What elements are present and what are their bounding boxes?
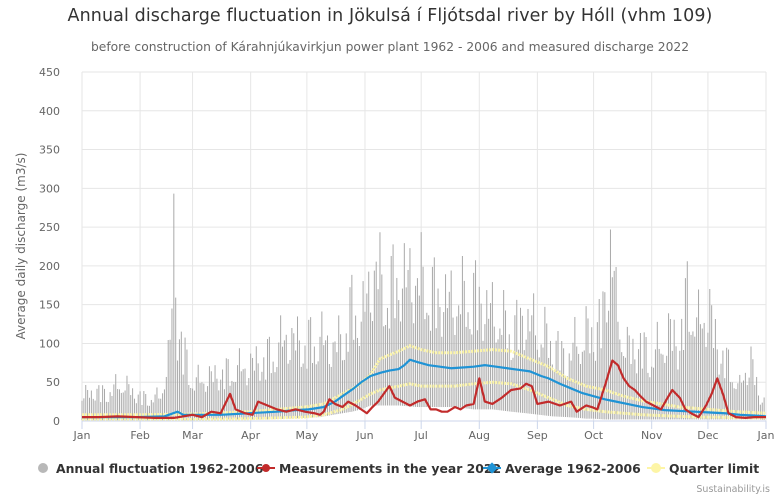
- y-tick-label: 400: [39, 105, 60, 118]
- legend-label: Measurements in the year 2022: [279, 460, 502, 476]
- x-tick-label: Mar: [182, 429, 203, 442]
- legend-item-quarter-limit[interactable]: Quarter limit: [647, 459, 759, 477]
- legend-item-average[interactable]: Average 1962-2006: [483, 459, 641, 477]
- y-tick-label: 150: [39, 299, 60, 312]
- x-tick-label: Sep: [527, 429, 548, 442]
- chart-title: Annual discharge fluctuation in Jökulsá …: [67, 6, 713, 26]
- legend: Annual fluctuation 1962-2006 Measurement…: [0, 459, 780, 479]
- measurements-line: [82, 359, 766, 419]
- yellow-dot-icon: [647, 461, 665, 475]
- x-tick-label: Jan: [757, 429, 775, 442]
- x-tick-label: Apr: [241, 429, 261, 442]
- x-tick-label: Dec: [697, 429, 718, 442]
- average-line: [82, 358, 767, 419]
- quarter-limit-lower-line: [82, 380, 766, 421]
- legend-item-annual-fluctuation[interactable]: Annual fluctuation 1962-2006: [34, 459, 263, 477]
- y-tick-label: 200: [39, 260, 60, 273]
- legend-label: Annual fluctuation 1962-2006: [56, 460, 264, 476]
- y-axis-title: Average daily discharge (m3/s): [14, 153, 28, 340]
- y-tick-label: 350: [39, 144, 60, 157]
- average-series: [82, 358, 767, 419]
- x-tick-label: May: [296, 429, 319, 442]
- credits-link[interactable]: Sustainability.is: [696, 484, 770, 495]
- blue-diamond-line-icon: [483, 461, 501, 475]
- chart-subtitle: before construction of Kárahnjúkavirkjun…: [90, 40, 690, 54]
- x-tick-label: Aug: [469, 429, 490, 442]
- y-tick-label: 50: [46, 376, 60, 389]
- y-tick-label: 250: [39, 221, 60, 234]
- axis-layer: 0 50 100 150 200 250 300 350 400 450 Jan Feb Mar Apr M…: [39, 66, 775, 442]
- y-tick-label: 100: [39, 337, 60, 350]
- x-tick-label: Feb: [130, 429, 149, 442]
- x-tick-label: Jul: [414, 429, 428, 442]
- y-tick-label: 300: [39, 182, 60, 195]
- x-tick-label: Oct: [584, 429, 604, 442]
- y-tick-label: 0: [53, 415, 60, 428]
- red-dot-line-icon: [257, 461, 275, 475]
- measurements-2022-series: [82, 359, 766, 419]
- x-tick-label: Jun: [355, 429, 373, 442]
- gray-dot-icon: [34, 461, 52, 475]
- legend-label: Average 1962-2006: [505, 460, 641, 476]
- y-tick-label: 450: [39, 66, 60, 79]
- legend-label: Quarter limit: [669, 460, 760, 476]
- x-tick-label: Jan: [73, 429, 91, 442]
- legend-item-measurements-2022[interactable]: Measurements in the year 2022: [257, 459, 501, 477]
- x-tick-label: Nov: [641, 429, 663, 442]
- quarter-limit-series: [82, 344, 767, 421]
